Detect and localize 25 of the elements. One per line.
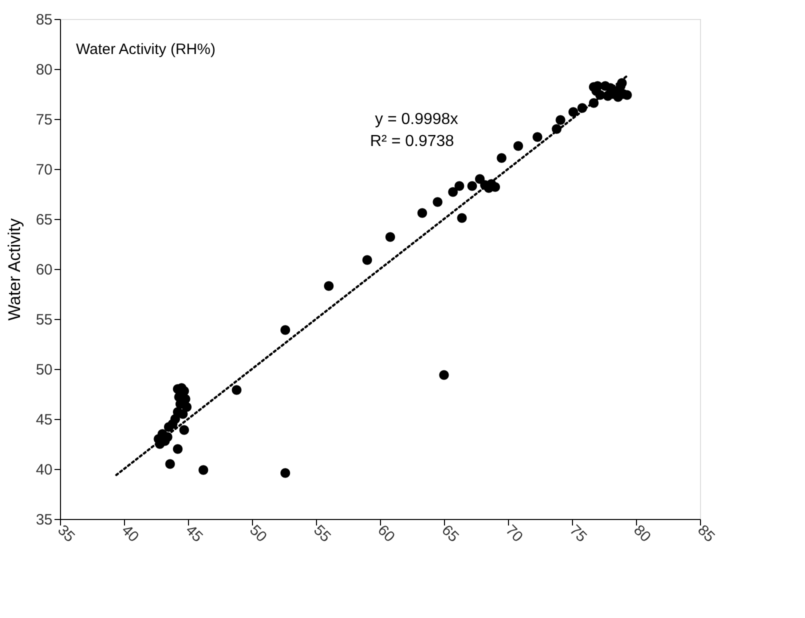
x-tick-label: 85 (694, 522, 718, 546)
x-tick-label: 70 (502, 522, 526, 546)
annotation: R² = 0.9738 (370, 133, 454, 150)
annotation: Water Activity (RH%) (76, 41, 216, 58)
y-tick-label: 40 (36, 462, 52, 478)
x-tick-label: 45 (182, 522, 206, 546)
y-tick-label: 85 (36, 12, 52, 28)
y-tick-label: 50 (36, 362, 52, 378)
y-tick-label: 65 (36, 212, 52, 228)
x-tick-label: 50 (246, 522, 270, 546)
x-tick-label: 80 (630, 522, 654, 546)
y-axis-title: Water Activity (4, 218, 24, 321)
x-tick-label: 55 (310, 522, 334, 546)
x-tick-label: 35 (54, 522, 78, 546)
y-tick-label: 60 (36, 262, 52, 278)
y-tick-label: 55 (36, 312, 52, 328)
y-tick-label: 70 (36, 162, 52, 178)
x-tick-label: 40 (118, 522, 142, 546)
x-tick-label: 60 (374, 522, 398, 546)
y-tick-label: 45 (36, 412, 52, 428)
annotation: y = 0.9998x (375, 111, 458, 128)
x-tick-label: 75 (566, 522, 590, 546)
y-tick-label: 80 (36, 62, 52, 78)
x-tick-label: 65 (438, 522, 462, 546)
y-tick-label: 75 (36, 112, 52, 128)
